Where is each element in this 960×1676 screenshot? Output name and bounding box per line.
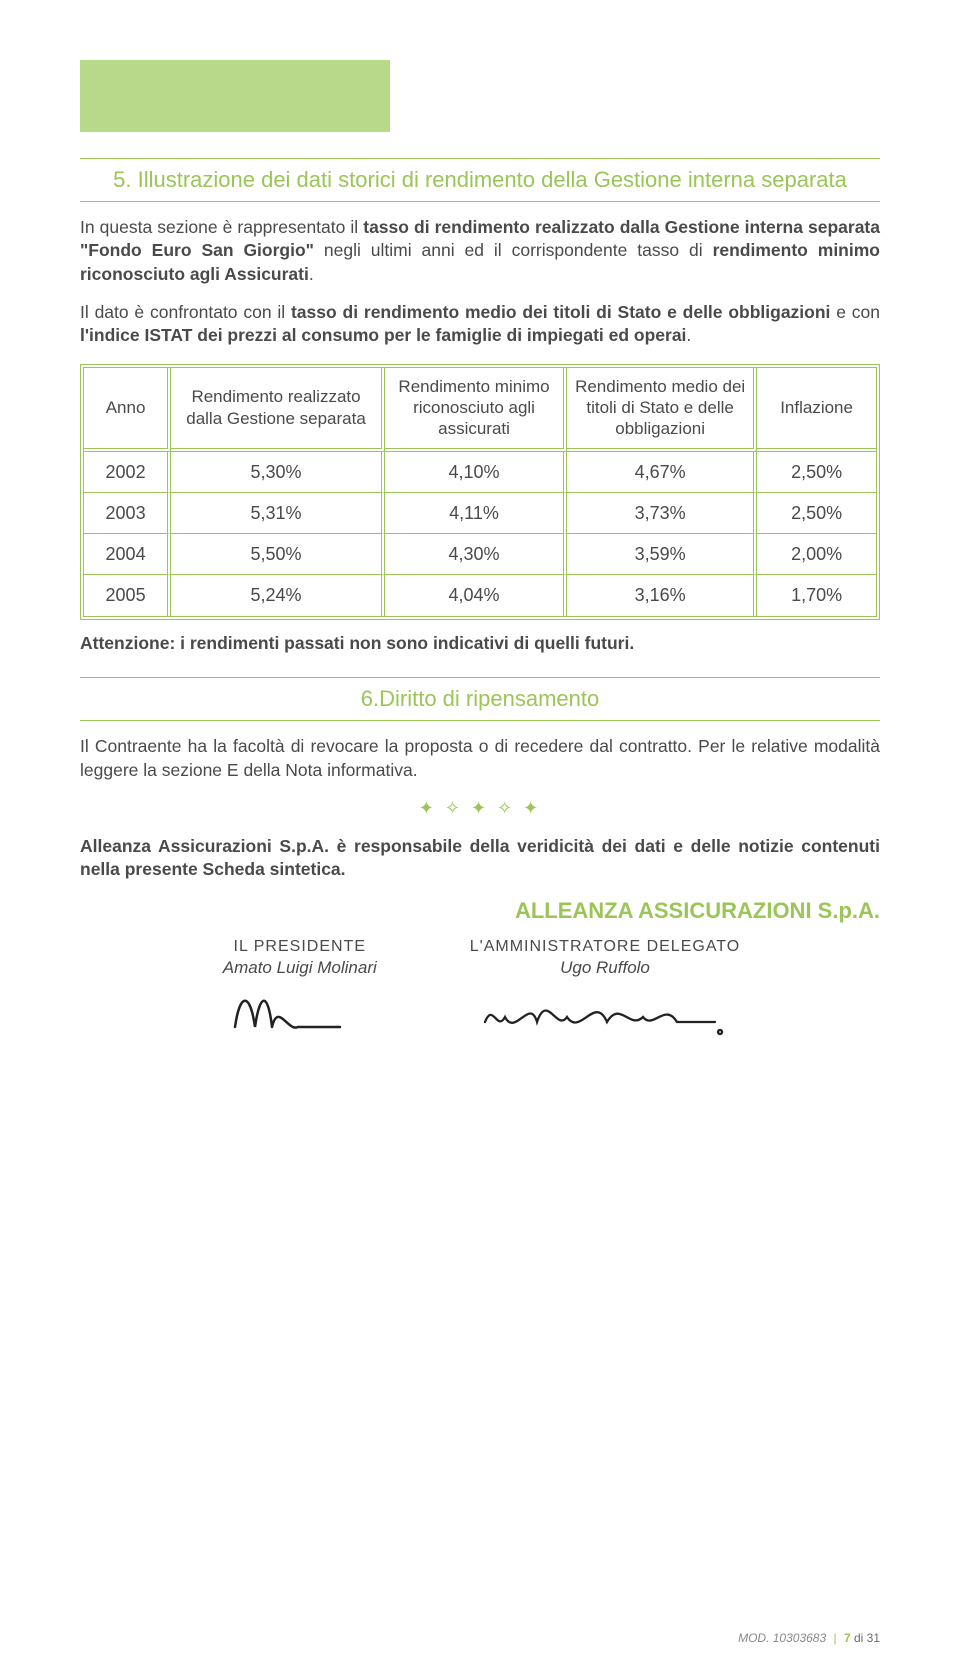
rendimenti-table: Anno Rendimento realizzato dalla Gestion… (80, 364, 880, 620)
table-row: 2005 5,24% 4,04% 3,16% 1,70% (84, 575, 876, 615)
section-5-title: 5. Illustrazione dei dati storici di ren… (80, 158, 880, 202)
cell-anno: 2004 (84, 534, 171, 575)
cell-d: 1,70% (757, 575, 876, 615)
signature-right-icon (475, 982, 735, 1042)
cell-anno: 2003 (84, 493, 171, 534)
footer-separator-icon: | (833, 1631, 836, 1645)
closing-statement: Alleanza Assicurazioni S.p.A. è responsa… (80, 835, 880, 882)
section-5-para-2: Il dato è confrontato con il tasso di re… (80, 301, 880, 348)
cell-a: 5,50% (171, 534, 385, 575)
section-5-para-1: In questa sezione è rappresentato il tas… (80, 216, 880, 287)
col-inflazione-header: Inflazione (757, 368, 876, 452)
cell-d: 2,50% (757, 452, 876, 493)
text-bold: l'indice ISTAT dei prezzi al consumo per… (80, 325, 686, 345)
cell-d: 2,00% (757, 534, 876, 575)
document-page: 5. Illustrazione dei dati storici di ren… (0, 0, 960, 1676)
section-6-para: Il Contraente ha la facoltà di revocare … (80, 735, 880, 782)
signature-left-role: IL PRESIDENTE (220, 936, 380, 958)
text: . (686, 325, 691, 345)
signatures-row: IL PRESIDENTE Amato Luigi Molinari L'AMM… (80, 936, 880, 1049)
warning-text: Attenzione: i rendimenti passati non son… (80, 632, 880, 656)
footer-mod: MOD. 10303683 (738, 1631, 826, 1645)
cell-a: 5,31% (171, 493, 385, 534)
col-rendimento-minimo-header: Rendimento minimo riconosciuto agli assi… (385, 368, 567, 452)
footer-page-number: 7 (844, 1631, 851, 1645)
text-bold: tasso di rendimento medio dei titoli di … (291, 302, 830, 322)
col-rendimento-medio-header: Rendimento medio dei titoli di Stato e d… (567, 368, 757, 452)
cell-anno: 2002 (84, 452, 171, 493)
separator-stars-icon: ✦ ✧ ✦ ✧ ✦ (80, 796, 880, 820)
table-body: 2002 5,30% 4,10% 4,67% 2,50% 2003 5,31% … (84, 452, 876, 616)
cell-c: 3,16% (567, 575, 757, 615)
text: e con (830, 302, 880, 322)
signature-left-name: Amato Luigi Molinari (220, 957, 380, 980)
signature-left: IL PRESIDENTE Amato Luigi Molinari (220, 936, 380, 1049)
cell-b: 4,10% (385, 452, 567, 493)
cell-b: 4,30% (385, 534, 567, 575)
cell-a: 5,24% (171, 575, 385, 615)
cell-b: 4,11% (385, 493, 567, 534)
text: In questa sezione è rappresentato il (80, 217, 363, 237)
cell-c: 3,59% (567, 534, 757, 575)
table-header-row: Anno Rendimento realizzato dalla Gestion… (84, 368, 876, 452)
signature-right-name: Ugo Ruffolo (470, 957, 740, 980)
footer-page-suffix: di 31 (851, 1631, 880, 1645)
cell-c: 4,67% (567, 452, 757, 493)
company-name: ALLEANZA ASSICURAZIONI S.p.A. (80, 896, 880, 926)
table-row: 2003 5,31% 4,11% 3,73% 2,50% (84, 493, 876, 534)
page-footer: MOD. 10303683 | 7 di 31 (738, 1630, 880, 1646)
signature-left-icon (220, 982, 380, 1042)
header-color-block (80, 60, 390, 132)
cell-c: 3,73% (567, 493, 757, 534)
text: Il dato è confrontato con il (80, 302, 291, 322)
cell-anno: 2005 (84, 575, 171, 615)
text: negli ultimi anni ed il corrispondente t… (314, 240, 713, 260)
cell-b: 4,04% (385, 575, 567, 615)
cell-d: 2,50% (757, 493, 876, 534)
section-6-title: 6.Diritto di ripensamento (80, 677, 880, 721)
table-row: 2002 5,30% 4,10% 4,67% 2,50% (84, 452, 876, 493)
signature-right: L'AMMINISTRATORE DELEGATO Ugo Ruffolo (470, 936, 740, 1049)
col-rendimento-realizzato-header: Rendimento realizzato dalla Gestione sep… (171, 368, 385, 452)
signature-right-role: L'AMMINISTRATORE DELEGATO (470, 936, 740, 958)
text: . (309, 264, 314, 284)
table-row: 2004 5,50% 4,30% 3,59% 2,00% (84, 534, 876, 575)
cell-a: 5,30% (171, 452, 385, 493)
col-anno-header: Anno (84, 368, 171, 452)
